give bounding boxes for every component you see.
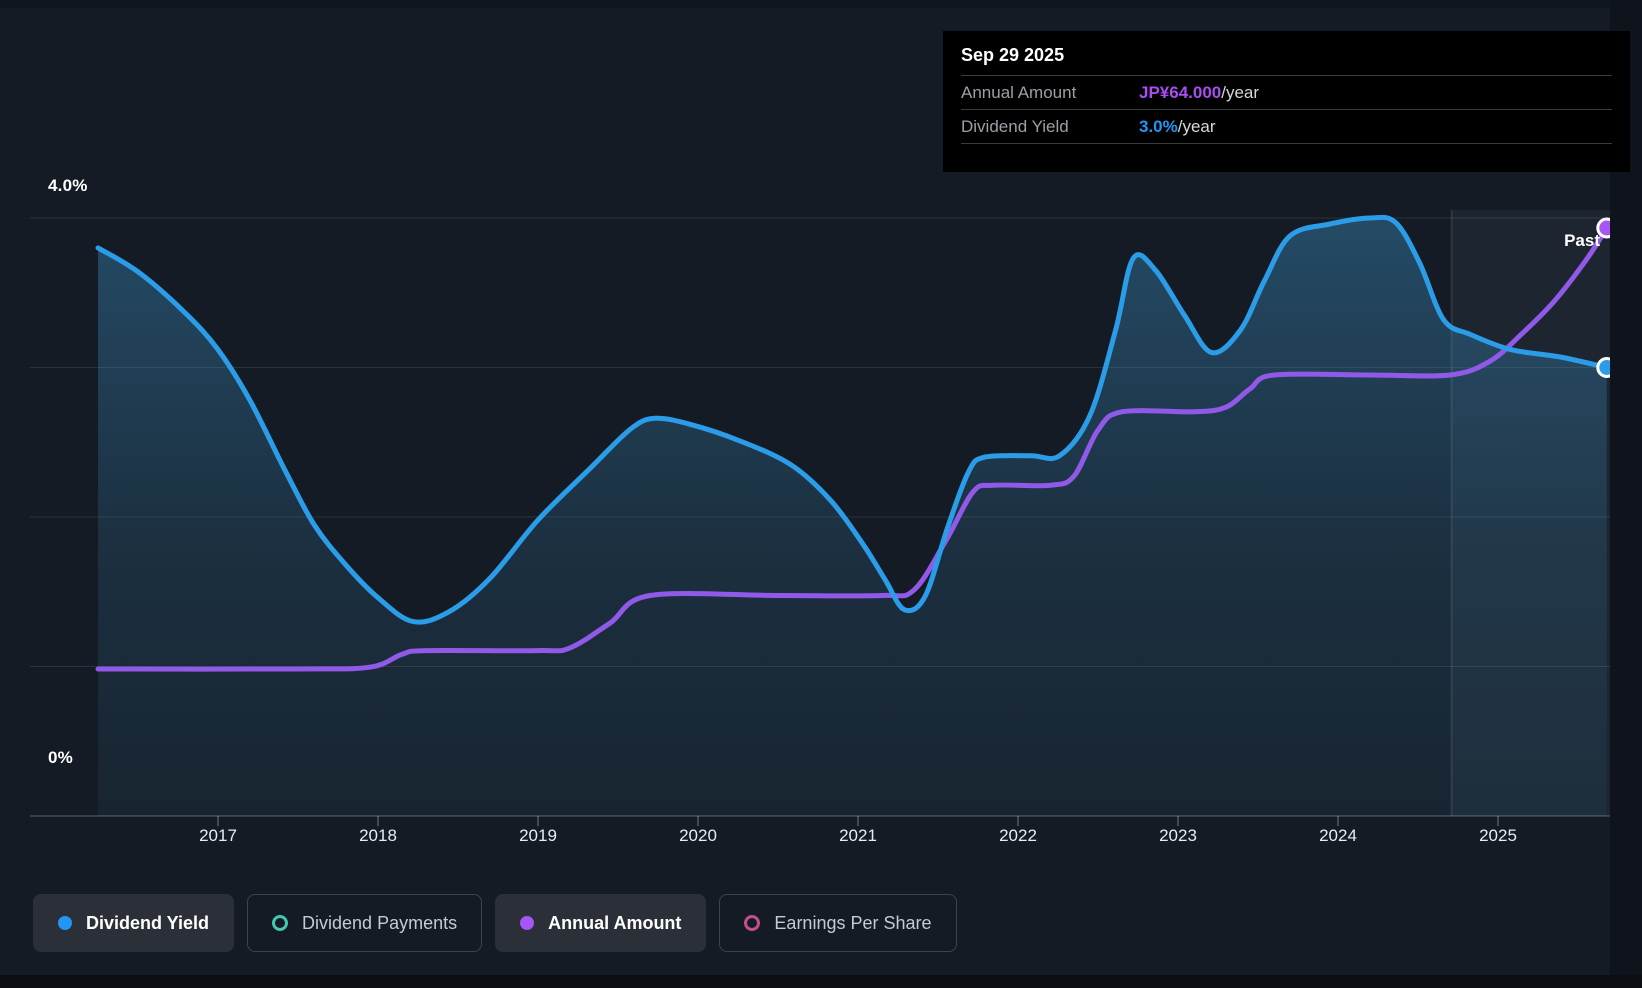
legend: Dividend Yield Dividend Payments Annual Am… xyxy=(33,894,957,952)
x-axis-year-label: 2025 xyxy=(1479,826,1517,845)
bottom-edge-strip xyxy=(0,975,1642,988)
x-axis-year-label: 2021 xyxy=(839,826,877,845)
legend-item-label: Dividend Payments xyxy=(302,912,458,933)
legend-item-label: Annual Amount xyxy=(548,912,682,933)
legend-item-label: Earnings Per Share xyxy=(774,912,932,933)
legend-item-earnings-per-share[interactable]: Earnings Per Share xyxy=(719,894,957,952)
tooltip-row: Dividend Yield 3.0%/year xyxy=(961,109,1612,144)
dividend-yield-area xyxy=(98,217,1607,816)
dividend-yield-line xyxy=(95,214,1610,625)
tooltip-row-suffix: /year xyxy=(1177,116,1216,136)
x-axis-year-label: 2018 xyxy=(359,826,397,845)
legend-item-dividend-yield[interactable]: Dividend Yield xyxy=(33,894,235,952)
past-region-label: Past xyxy=(1564,231,1600,250)
y-axis-top-label: 4.0% xyxy=(48,176,88,195)
top-edge-strip xyxy=(0,0,1642,8)
legend-item-annual-amount[interactable]: Annual Amount xyxy=(495,894,707,952)
x-axis-year-label: 2022 xyxy=(999,826,1037,845)
tooltip-rows: Annual Amount JP¥64.000/year Dividend Yiel… xyxy=(961,75,1612,144)
x-axis-year-label: 2017 xyxy=(199,826,237,845)
x-axis-year-label: 2023 xyxy=(1159,826,1197,845)
series-dot-icon xyxy=(520,916,535,930)
y-axis-bottom-label: 0% xyxy=(48,748,73,767)
tooltip-row: Annual Amount JP¥64.000/year xyxy=(961,75,1612,109)
tooltip-row-label: Annual Amount xyxy=(961,82,1077,102)
tooltip-date: Sep 29 2025 xyxy=(961,45,1065,65)
tooltip-row-value: JP¥64.000 xyxy=(1139,82,1222,102)
tooltip-row-label: Dividend Yield xyxy=(961,116,1069,136)
x-axis-year-label: 2019 xyxy=(519,826,557,845)
legend-item-label: Dividend Yield xyxy=(86,912,210,933)
chart-tooltip: Sep 29 2025 Annual Amount JP¥64.000/year D… xyxy=(943,31,1630,172)
tooltip-row-suffix: /year xyxy=(1221,82,1260,102)
annual-amount-line xyxy=(95,225,1610,672)
legend-item-dividend-payments[interactable]: Dividend Payments xyxy=(247,894,483,952)
x-axis-year-label: 2024 xyxy=(1319,826,1357,845)
x-axis-year-label: 2020 xyxy=(679,826,717,845)
tooltip-row-value: 3.0% xyxy=(1139,116,1178,136)
series-ring-icon xyxy=(744,915,761,931)
series-dot-icon xyxy=(58,916,72,930)
series-ring-icon xyxy=(272,915,289,931)
